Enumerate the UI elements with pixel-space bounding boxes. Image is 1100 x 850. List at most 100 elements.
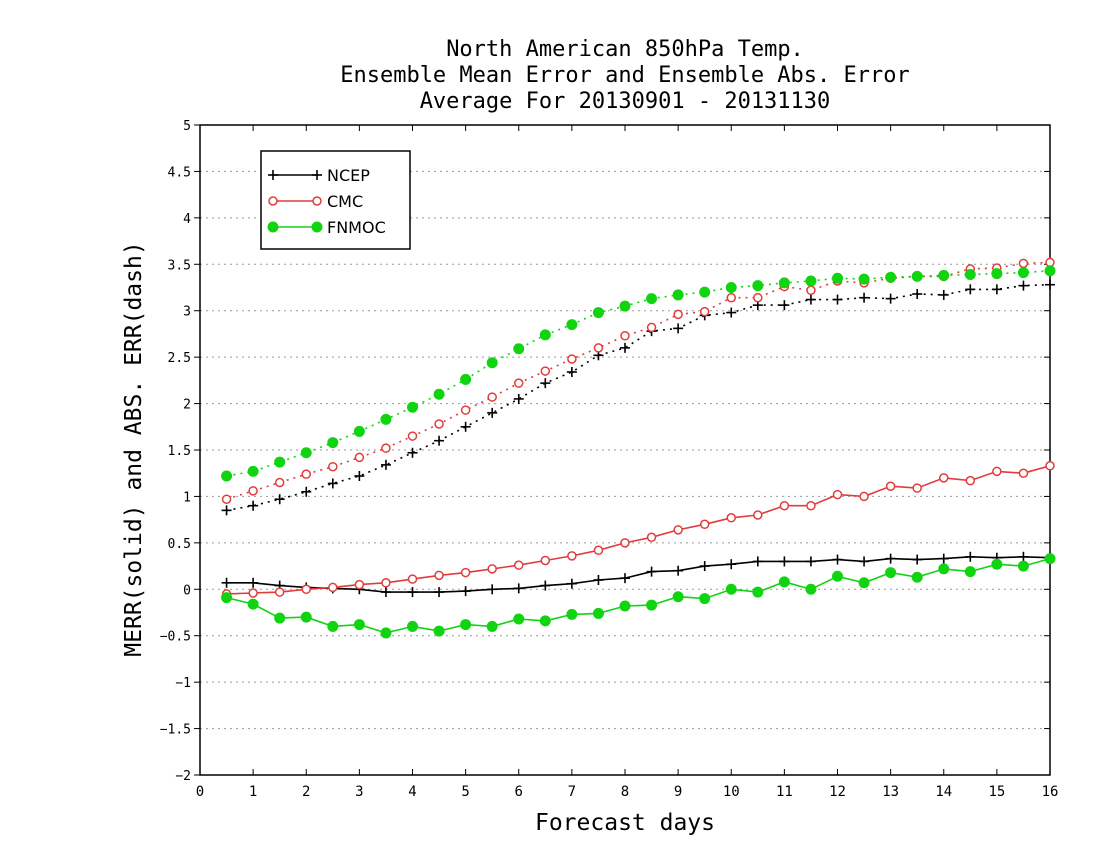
data-point — [964, 566, 976, 578]
data-point — [221, 494, 232, 504]
legend-marker-right — [312, 170, 322, 180]
data-point — [672, 289, 684, 301]
series-ncep-solid — [221, 551, 1055, 598]
data-point — [460, 586, 471, 597]
data-point — [460, 373, 472, 385]
x-tick-label: 0 — [196, 784, 204, 800]
data-point — [407, 431, 418, 441]
data-point — [779, 300, 790, 311]
series-fnmoc-dotted — [221, 265, 1056, 482]
data-point — [300, 611, 312, 623]
data-point — [381, 443, 391, 453]
y-tick-label: 3.5 — [168, 258, 191, 273]
data-point — [539, 615, 551, 627]
data-point — [725, 282, 737, 293]
x-tick-label: 3 — [355, 784, 363, 800]
data-point — [832, 489, 843, 500]
data-point — [327, 620, 339, 632]
data-point — [539, 329, 551, 341]
data-point — [859, 556, 870, 567]
x-tick-label: 16 — [1042, 784, 1059, 800]
data-point — [778, 277, 790, 289]
data-point — [566, 578, 577, 589]
data-point — [354, 471, 365, 481]
data-point — [911, 571, 923, 583]
y-tick-label: 0.5 — [168, 537, 191, 552]
data-point — [460, 619, 472, 631]
data-point — [779, 500, 790, 511]
series-line-ncep-dotted — [226, 283, 1051, 512]
data-point — [725, 583, 737, 595]
data-point — [487, 584, 498, 595]
data-point — [1044, 553, 1056, 565]
data-point — [354, 452, 365, 463]
data-point — [1045, 461, 1055, 471]
data-point — [513, 343, 525, 355]
data-point — [247, 465, 259, 477]
legend-label: NCEP — [327, 166, 370, 185]
data-point — [938, 289, 949, 300]
data-point — [407, 587, 418, 598]
x-tick-label: 13 — [882, 784, 899, 800]
data-point — [991, 558, 1003, 570]
data-point — [407, 620, 418, 632]
data-point — [885, 271, 897, 283]
legend-marker-left — [267, 221, 279, 233]
data-point — [460, 567, 471, 578]
data-point — [514, 378, 524, 388]
data-point — [540, 555, 551, 566]
data-point — [939, 473, 949, 483]
series-ncep-dotted — [221, 279, 1055, 516]
data-point — [433, 388, 445, 400]
series-line-cmc-dotted — [226, 261, 1051, 500]
data-point — [859, 491, 869, 502]
data-point — [540, 366, 551, 376]
data-point — [353, 619, 365, 631]
legend-item-cmc: CMC — [268, 192, 363, 211]
data-point — [540, 580, 551, 591]
data-point — [301, 486, 312, 497]
data-point — [646, 532, 657, 543]
data-point — [566, 367, 577, 377]
data-point — [699, 306, 710, 317]
legend-label: CMC — [327, 192, 363, 211]
data-point — [221, 505, 232, 516]
data-point — [938, 553, 949, 564]
data-point — [885, 553, 896, 564]
data-point — [434, 570, 444, 581]
data-point — [752, 586, 764, 598]
data-point — [248, 500, 259, 511]
chart-title-line-1: North American 850hPa Temp. — [446, 37, 804, 62]
data-point — [805, 275, 817, 287]
legend-marker-right — [311, 221, 323, 233]
data-point — [460, 421, 471, 432]
data-point — [965, 284, 976, 295]
data-point — [301, 584, 311, 595]
series-cmc-solid — [221, 461, 1055, 599]
data-point — [513, 393, 524, 404]
data-point — [858, 273, 870, 285]
y-tick-label: 4 — [183, 212, 191, 227]
data-point — [992, 466, 1002, 477]
data-point — [353, 425, 365, 437]
data-point — [832, 570, 843, 582]
data-point — [513, 613, 525, 625]
legend-box — [260, 150, 411, 250]
data-point — [699, 286, 711, 298]
data-point — [433, 625, 445, 637]
y-tick-label: 5 — [183, 119, 191, 134]
data-point — [806, 285, 816, 296]
data-point — [274, 477, 285, 488]
legend-marker-right — [312, 196, 322, 206]
x-tick-label: 11 — [776, 784, 793, 800]
y-tick-label: 1.5 — [168, 444, 191, 459]
legend-item-fnmoc: FNMOC — [267, 218, 386, 237]
data-point — [328, 461, 338, 472]
data-point — [885, 567, 897, 579]
y-tick-label: 3 — [183, 305, 191, 320]
data-point — [1018, 258, 1029, 269]
data-point — [912, 289, 923, 299]
x-tick-label: 7 — [568, 784, 576, 800]
data-point — [673, 565, 684, 576]
